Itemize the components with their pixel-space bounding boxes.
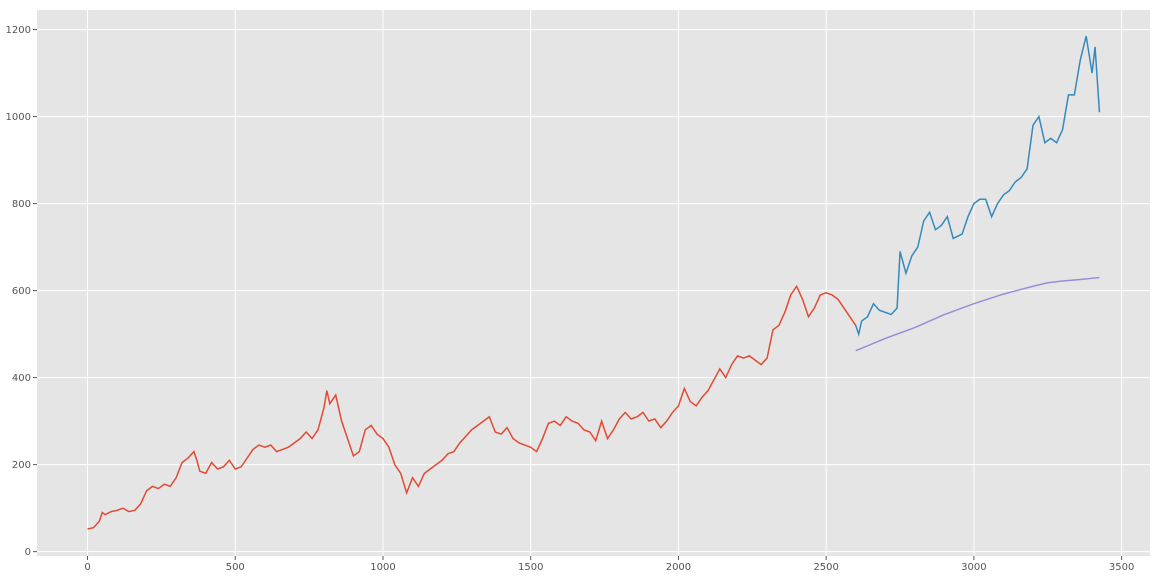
x-tick-label: 500 bbox=[226, 562, 245, 573]
line-series bbox=[855, 35, 1101, 337]
y-tick-label: 0 bbox=[25, 547, 31, 558]
y-tick-label: 600 bbox=[12, 286, 31, 297]
x-tick-label: 0 bbox=[84, 562, 90, 573]
plot-area bbox=[37, 10, 1150, 556]
y-tick-label: 800 bbox=[12, 199, 31, 210]
y-tick-label: 200 bbox=[12, 460, 31, 471]
y-tick-label: 1000 bbox=[6, 112, 31, 123]
y-tick-label: 1200 bbox=[6, 25, 31, 36]
x-tick-label: 3000 bbox=[961, 562, 986, 573]
x-tick-label: 2500 bbox=[813, 562, 838, 573]
x-tick-label: 1500 bbox=[518, 562, 543, 573]
y-tick-label: 400 bbox=[12, 373, 31, 384]
x-tick-label: 3500 bbox=[1109, 562, 1134, 573]
x-tick-label: 1000 bbox=[370, 562, 395, 573]
x-tick-label: 2000 bbox=[666, 562, 691, 573]
line-series bbox=[855, 276, 1100, 352]
line-series bbox=[87, 284, 857, 530]
